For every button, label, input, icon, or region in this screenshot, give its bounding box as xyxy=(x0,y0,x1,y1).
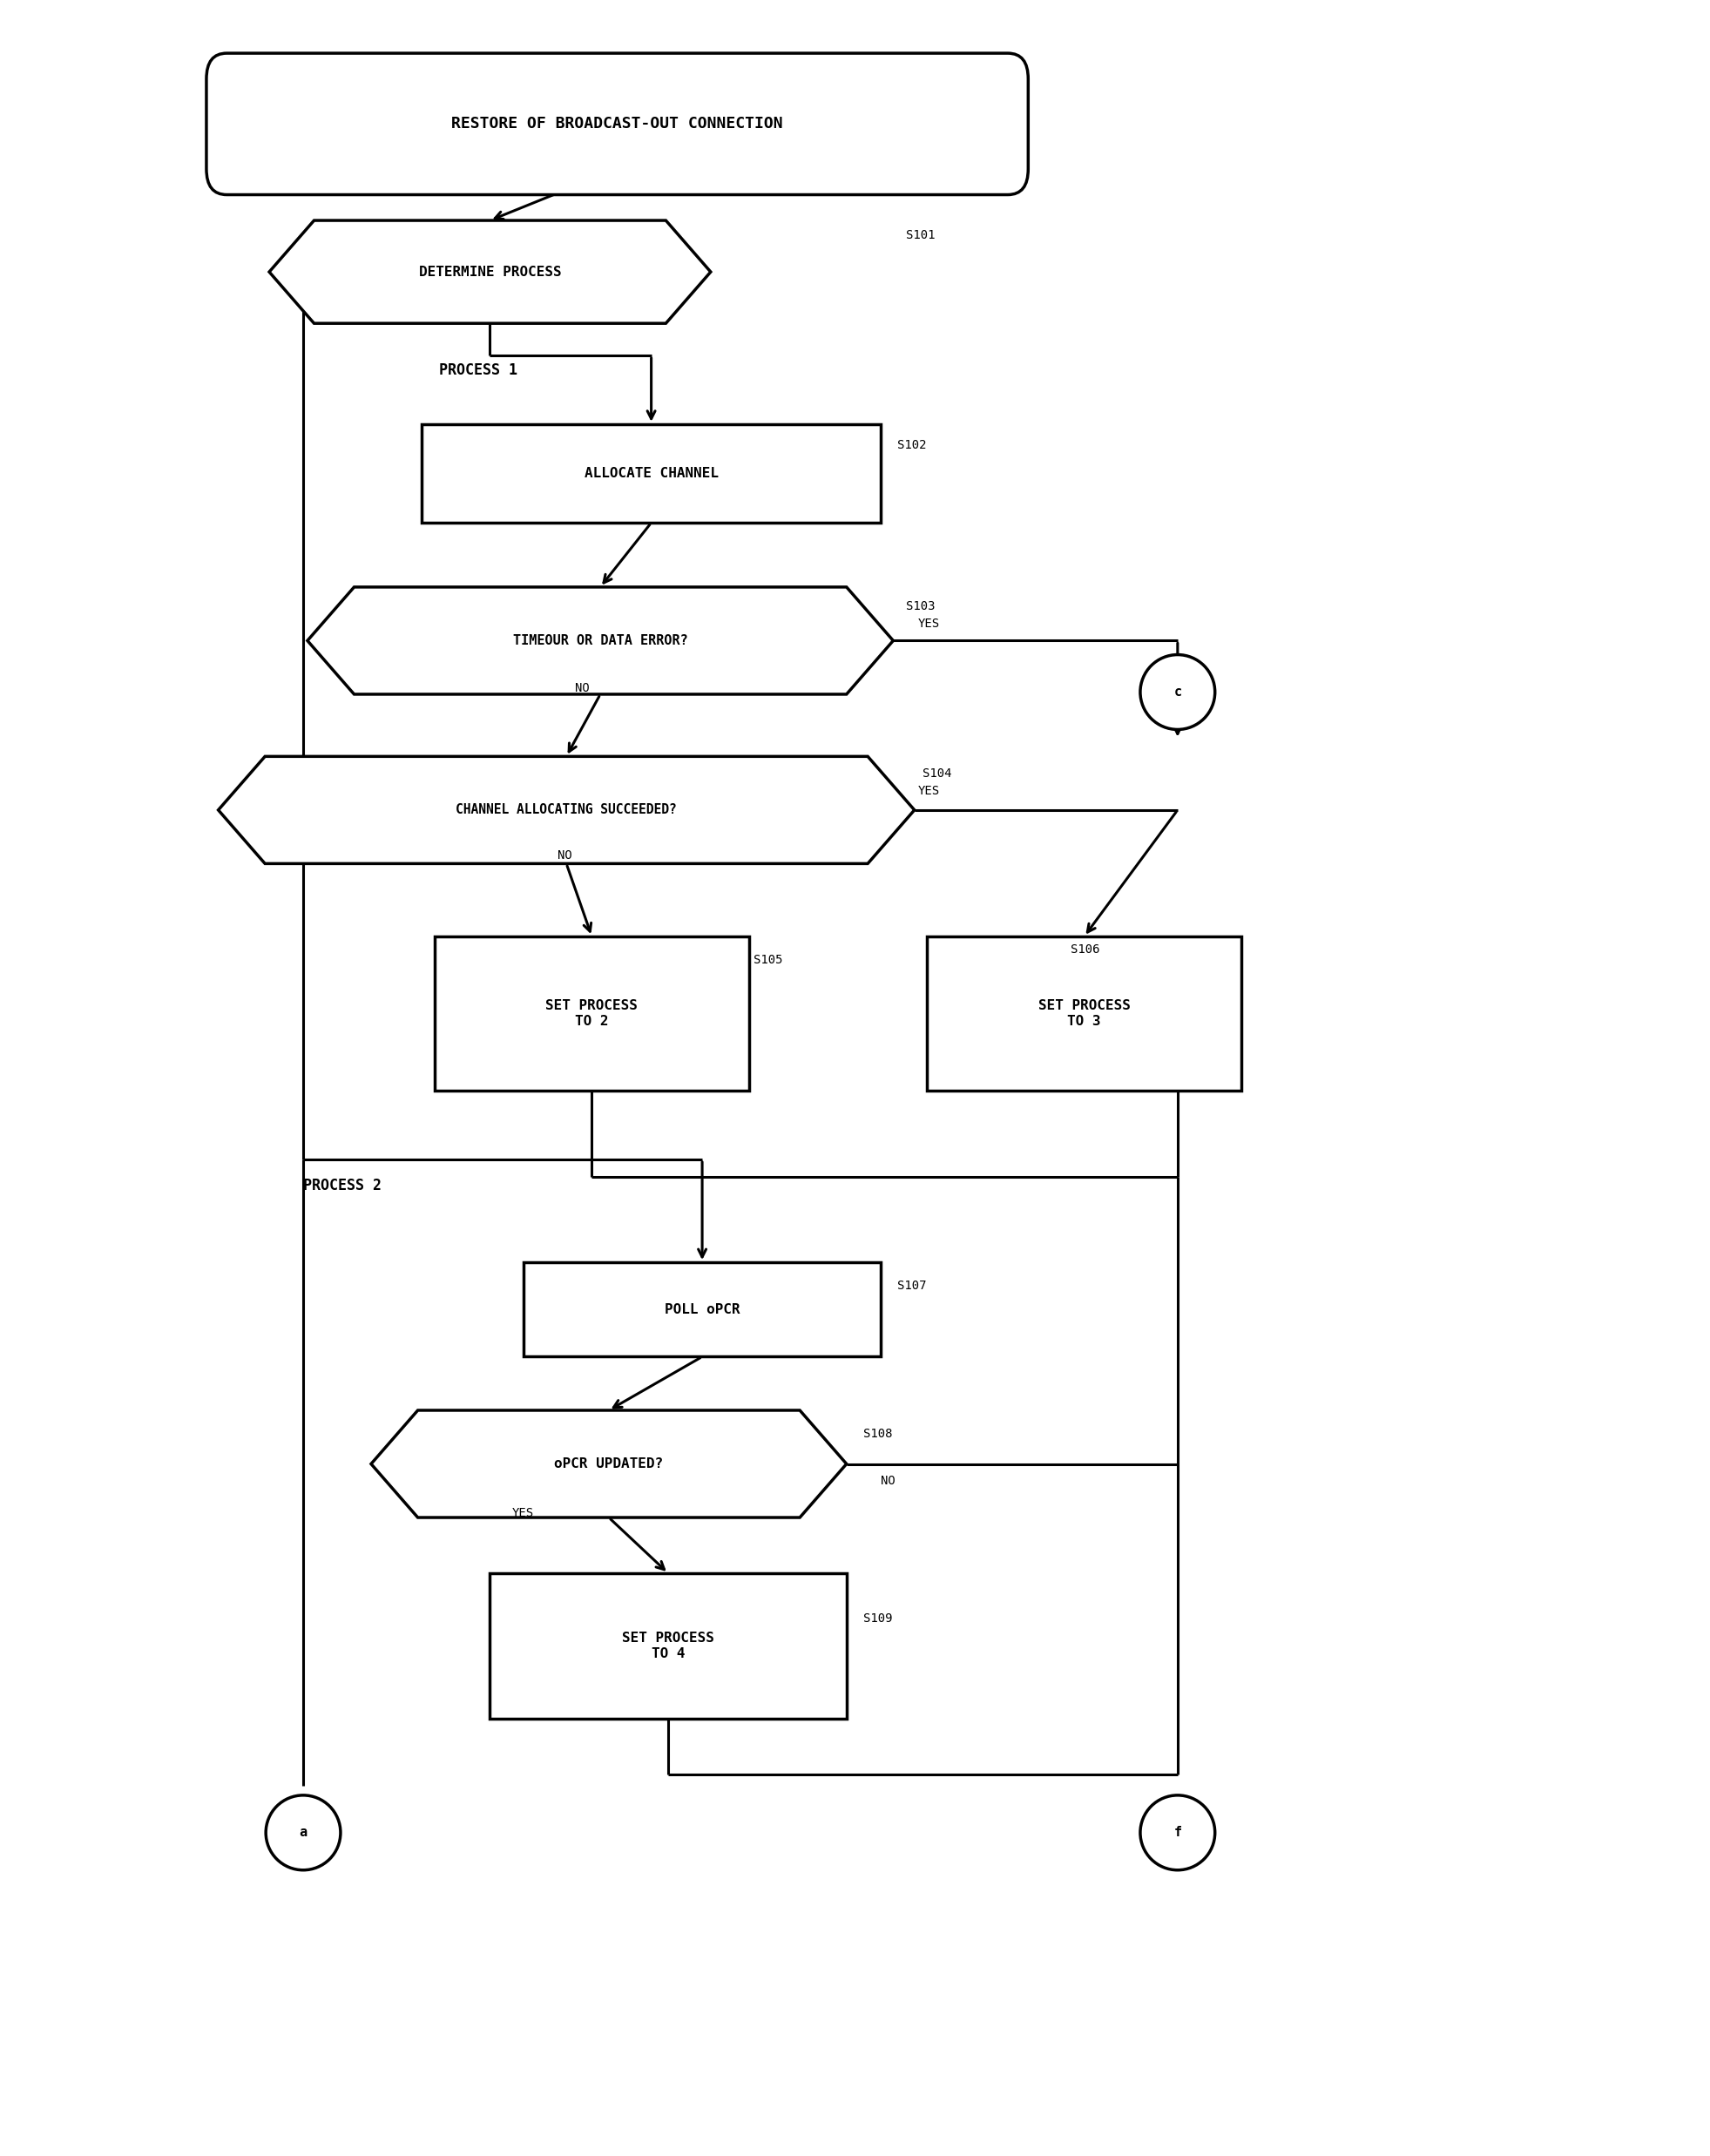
Text: RESTORE OF BROADCAST-OUT CONNECTION: RESTORE OF BROADCAST-OUT CONNECTION xyxy=(451,116,783,132)
Text: S102: S102 xyxy=(898,440,927,451)
Bar xyxy=(422,425,881,522)
Text: NO: NO xyxy=(557,849,573,860)
Text: POLL oPCR: POLL oPCR xyxy=(665,1302,740,1315)
Polygon shape xyxy=(268,220,711,323)
Text: PROCESS 1: PROCESS 1 xyxy=(439,362,518,377)
Text: CHANNEL ALLOCATING SUCCEEDED?: CHANNEL ALLOCATING SUCCEEDED? xyxy=(457,804,677,817)
Ellipse shape xyxy=(1141,1796,1216,1869)
Polygon shape xyxy=(219,757,915,865)
Text: S101: S101 xyxy=(906,229,935,241)
Text: c: c xyxy=(1173,686,1182,699)
Ellipse shape xyxy=(265,1796,340,1869)
FancyBboxPatch shape xyxy=(207,54,1028,194)
Text: YES: YES xyxy=(918,617,941,630)
Text: TIMEOUR OR DATA ERROR?: TIMEOUR OR DATA ERROR? xyxy=(513,634,687,647)
Text: S108: S108 xyxy=(864,1427,893,1440)
Text: S106: S106 xyxy=(1070,944,1100,955)
Text: PROCESS 2: PROCESS 2 xyxy=(303,1177,381,1192)
Text: f: f xyxy=(1173,1826,1182,1839)
Polygon shape xyxy=(308,586,893,694)
Bar xyxy=(523,1263,881,1356)
Text: S109: S109 xyxy=(864,1613,893,1623)
Ellipse shape xyxy=(1141,655,1216,729)
Polygon shape xyxy=(371,1410,846,1518)
Text: SET PROCESS
TO 3: SET PROCESS TO 3 xyxy=(1038,1000,1130,1028)
Text: S103: S103 xyxy=(906,599,935,612)
Text: DETERMINE PROCESS: DETERMINE PROCESS xyxy=(419,265,561,278)
Text: SET PROCESS
TO 4: SET PROCESS TO 4 xyxy=(622,1632,715,1660)
Text: S105: S105 xyxy=(752,953,781,966)
Text: SET PROCESS
TO 2: SET PROCESS TO 2 xyxy=(545,1000,638,1028)
Text: YES: YES xyxy=(918,785,941,798)
Bar xyxy=(491,1574,846,1718)
Bar xyxy=(927,936,1241,1091)
Text: ALLOCATE CHANNEL: ALLOCATE CHANNEL xyxy=(585,468,718,481)
Text: NO: NO xyxy=(575,681,590,694)
Text: S107: S107 xyxy=(898,1281,927,1291)
Text: YES: YES xyxy=(511,1507,534,1520)
Text: NO: NO xyxy=(881,1475,894,1488)
Text: oPCR UPDATED?: oPCR UPDATED? xyxy=(554,1457,663,1470)
Text: S104: S104 xyxy=(923,768,952,780)
Text: a: a xyxy=(299,1826,308,1839)
Bar xyxy=(434,936,749,1091)
